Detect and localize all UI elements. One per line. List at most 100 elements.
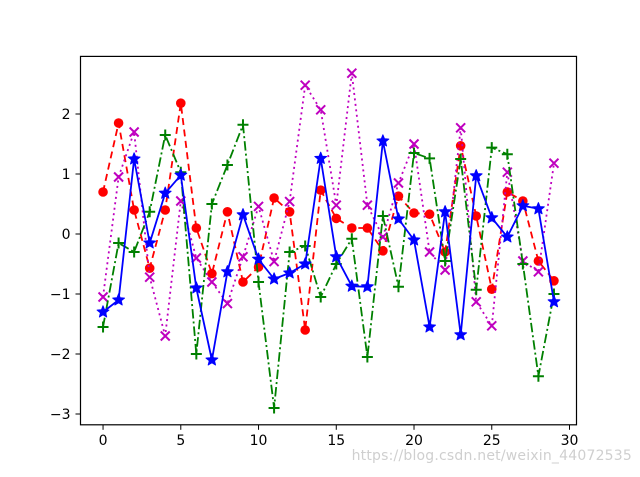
marker-star-blue-solid-stars xyxy=(469,169,483,182)
marker-x-magenta-dotted-x xyxy=(533,266,544,278)
marker-plus-green-dashdot-plus xyxy=(501,148,513,160)
marker-plus-green-dashdot-plus xyxy=(299,240,311,252)
marker-x-magenta-dotted-x xyxy=(486,320,497,332)
marker-circle-red-dashed-circles xyxy=(129,205,139,215)
marker-circle-red-dashed-circles xyxy=(300,325,310,335)
marker-circle-red-dashed-circles xyxy=(315,185,326,195)
marker-circle-red-dashed-circles xyxy=(144,263,155,274)
x-tick-label: 25 xyxy=(483,433,501,449)
marker-x-magenta-dotted-x xyxy=(362,199,373,211)
watermark-text: https://blog.csdn.net/weixin_44072535 xyxy=(351,448,632,464)
marker-star-blue-solid-stars xyxy=(112,293,125,306)
marker-star-blue-solid-stars xyxy=(252,252,265,265)
marker-x-magenta-dotted-x xyxy=(268,256,280,267)
marker-circle-red-dashed-circles xyxy=(471,211,482,221)
marker-star-blue-solid-stars xyxy=(314,151,328,164)
plot-area xyxy=(80,56,577,425)
marker-star-blue-solid-stars xyxy=(532,202,545,215)
marker-x-magenta-dotted-x xyxy=(206,276,218,288)
marker-x-magenta-dotted-x xyxy=(97,291,109,303)
marker-circle-red-dashed-circles xyxy=(331,213,342,224)
marker-plus-green-dashdot-plus xyxy=(253,276,265,288)
marker-x-magenta-dotted-x xyxy=(284,196,295,207)
marker-plus-green-dashdot-plus xyxy=(144,206,156,218)
marker-star-blue-solid-stars xyxy=(174,168,188,181)
marker-plus-green-dashdot-plus xyxy=(268,402,280,414)
marker-x-magenta-dotted-x xyxy=(299,79,311,91)
marker-star-blue-solid-stars xyxy=(423,320,436,333)
marker-plus-green-dashdot-plus xyxy=(361,351,373,363)
marker-star-blue-solid-stars xyxy=(392,212,405,225)
axes-frame xyxy=(79,55,578,426)
x-tick-label: 5 xyxy=(176,433,185,449)
marker-x-magenta-dotted-x xyxy=(237,251,249,263)
marker-plus-green-dashdot-plus xyxy=(284,246,296,258)
marker-x-magenta-dotted-x xyxy=(377,231,389,243)
marker-star-blue-solid-stars xyxy=(376,134,390,147)
marker-circle-red-dashed-circles xyxy=(222,207,233,217)
marker-star-blue-solid-stars xyxy=(345,279,359,292)
marker-plus-green-dashdot-plus xyxy=(206,198,218,210)
marker-circle-red-dashed-circles xyxy=(362,223,373,233)
marker-star-blue-solid-stars xyxy=(205,353,219,366)
x-tick-label: 15 xyxy=(327,433,345,449)
y-tick-label: −1 xyxy=(50,287,71,303)
marker-star-blue-solid-stars xyxy=(547,295,561,308)
marker-x-magenta-dotted-x xyxy=(144,271,155,283)
marker-circle-red-dashed-circles xyxy=(284,207,295,217)
marker-star-blue-solid-stars xyxy=(438,205,452,218)
marker-x-magenta-dotted-x xyxy=(128,126,140,138)
marker-circle-red-dashed-circles xyxy=(191,223,202,233)
marker-plus-green-dashdot-plus xyxy=(221,159,233,171)
marker-x-magenta-dotted-x xyxy=(331,199,342,211)
marker-x-magenta-dotted-x xyxy=(393,177,404,189)
marker-x-magenta-dotted-x xyxy=(160,330,171,342)
marker-star-blue-solid-stars xyxy=(236,208,250,221)
marker-circle-red-dashed-circles xyxy=(347,223,357,233)
marker-x-magenta-dotted-x xyxy=(408,138,420,150)
marker-plus-green-dashdot-plus xyxy=(346,233,358,245)
x-tick-label: 10 xyxy=(250,433,268,449)
marker-x-magenta-dotted-x xyxy=(455,122,466,134)
marker-circle-red-dashed-circles xyxy=(269,193,279,203)
y-tick-label: 1 xyxy=(62,167,71,183)
marker-x-magenta-dotted-x xyxy=(471,296,482,308)
marker-circle-red-dashed-circles xyxy=(486,284,497,295)
marker-plus-green-dashdot-plus xyxy=(377,210,389,222)
marker-plus-green-dashdot-plus xyxy=(455,153,467,165)
marker-star-blue-solid-stars xyxy=(298,257,312,270)
marker-plus-green-dashdot-plus xyxy=(470,284,482,296)
marker-x-magenta-dotted-x xyxy=(222,298,233,309)
marker-star-blue-solid-stars xyxy=(500,230,514,243)
y-tick-label: 2 xyxy=(62,107,71,123)
marker-star-blue-solid-stars xyxy=(143,236,157,249)
marker-circle-red-dashed-circles xyxy=(207,268,217,279)
marker-circle-red-dashed-circles xyxy=(113,118,124,128)
marker-circle-red-dashed-circles xyxy=(238,277,248,287)
marker-circle-red-dashed-circles xyxy=(533,256,544,266)
marker-x-magenta-dotted-x xyxy=(113,171,124,183)
marker-plus-green-dashdot-plus xyxy=(97,321,109,333)
marker-circle-red-dashed-circles xyxy=(409,208,419,218)
marker-plus-green-dashdot-plus xyxy=(190,348,202,360)
marker-x-magenta-dotted-x xyxy=(315,104,326,116)
marker-star-blue-solid-stars xyxy=(454,328,468,341)
marker-plus-green-dashdot-plus xyxy=(159,129,171,141)
marker-plus-green-dashdot-plus xyxy=(128,246,140,258)
y-tick-label: −3 xyxy=(50,407,71,423)
marker-star-blue-solid-stars xyxy=(283,266,296,279)
marker-circle-red-dashed-circles xyxy=(455,141,466,151)
marker-x-magenta-dotted-x xyxy=(439,264,451,276)
marker-star-blue-solid-stars xyxy=(329,250,343,263)
marker-circle-red-dashed-circles xyxy=(175,98,186,108)
marker-circle-red-dashed-circles xyxy=(424,209,435,219)
marker-x-magenta-dotted-x xyxy=(253,201,264,212)
marker-x-magenta-dotted-x xyxy=(548,157,560,169)
y-tick-label: 0 xyxy=(62,227,71,243)
marker-plus-green-dashdot-plus xyxy=(424,152,436,164)
marker-plus-green-dashdot-plus xyxy=(315,291,327,303)
marker-plus-green-dashdot-plus xyxy=(486,142,498,154)
marker-x-magenta-dotted-x xyxy=(346,67,358,79)
marker-star-blue-solid-stars xyxy=(267,272,281,285)
